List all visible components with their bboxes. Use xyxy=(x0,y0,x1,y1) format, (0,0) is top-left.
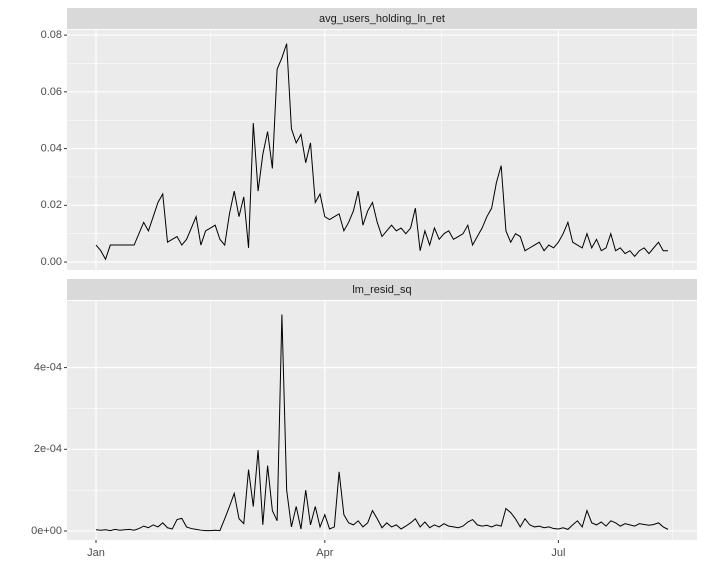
x-tick-label: Apr xyxy=(316,547,333,559)
strip xyxy=(67,8,697,29)
strip xyxy=(67,279,697,300)
y-tick-label: 0.04 xyxy=(41,142,62,154)
x-tick-label: Jan xyxy=(87,547,105,559)
panel xyxy=(67,30,697,270)
facet-title: avg_users_holding_ln_ret xyxy=(319,13,445,25)
y-tick-label: 4e-04 xyxy=(34,361,62,373)
panel xyxy=(67,301,697,540)
x-tick-label: Jul xyxy=(551,547,565,559)
y-tick-label: 0e+00 xyxy=(31,525,62,537)
line xyxy=(95,314,669,532)
facet-title: lm_resid_sq xyxy=(352,284,411,296)
y-tick-label: 0.06 xyxy=(41,86,62,98)
y-tick-label: 0.02 xyxy=(41,199,62,211)
y-tick-label: 2e-04 xyxy=(34,443,62,455)
y-tick-label: 0.08 xyxy=(41,29,62,41)
y-tick-label: 0.00 xyxy=(41,256,62,268)
line xyxy=(95,43,668,261)
